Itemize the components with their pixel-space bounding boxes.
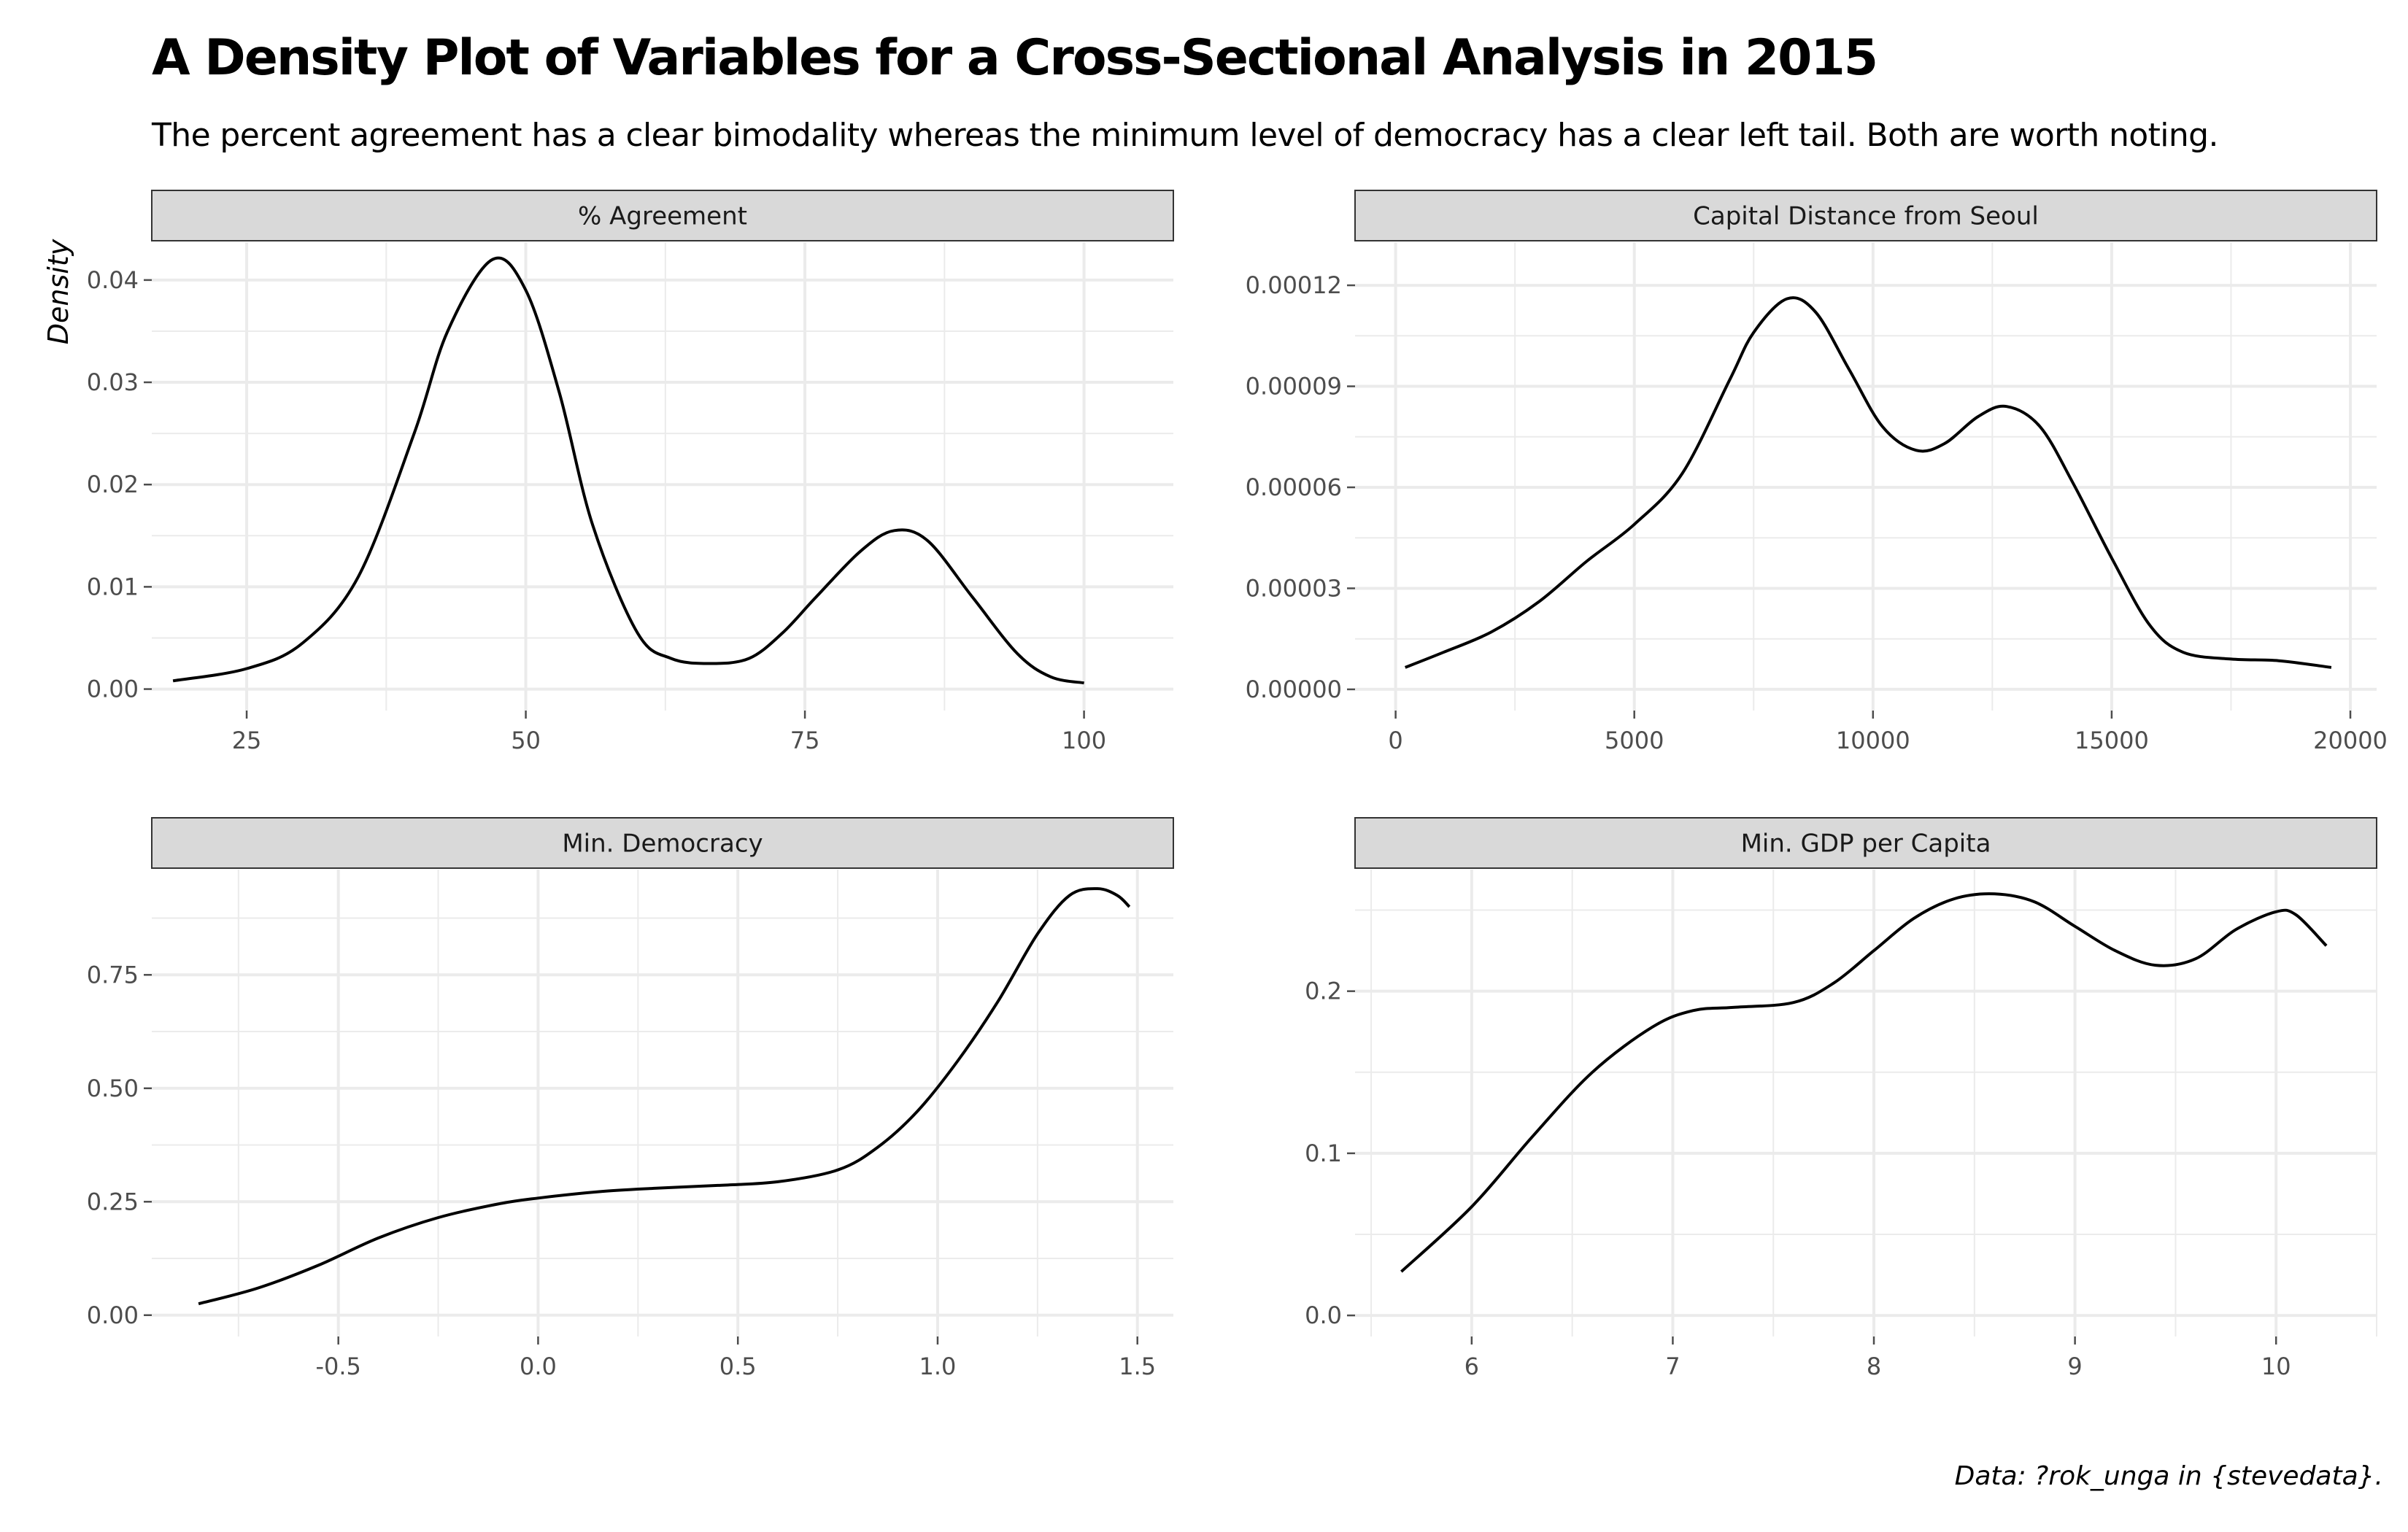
chart-subtitle: The percent agreement has a clear bimoda…	[152, 117, 2218, 154]
facet-strip-label: Capital Distance from Seoul	[1693, 202, 2039, 231]
facet-strip-label: Min. Democracy	[562, 829, 763, 859]
density-curve	[198, 887, 1131, 1306]
y-tick-label: 0.03	[87, 368, 139, 396]
y-tick-label: 0.75	[87, 961, 139, 989]
facet-strip	[151, 190, 1174, 241]
y-tick-label: 0.04	[87, 266, 139, 294]
x-tick-label: 8	[1867, 1353, 1881, 1380]
x-tick-label: 25	[232, 727, 262, 754]
x-tick-label: -0.5	[315, 1353, 360, 1380]
x-tick-label: 0.0	[520, 1353, 557, 1380]
y-tick-label: 0.00012	[1246, 271, 1342, 299]
facet-strip	[1354, 817, 2377, 869]
facet-panel-2: Capital Distance from Seoul 0 5000 10000 150…	[1246, 190, 2388, 754]
y-tick-label: 0.01	[87, 573, 139, 600]
facet-strip-label: % Agreement	[578, 202, 747, 231]
x-tick-label: 1.5	[1119, 1353, 1156, 1380]
x-tick-label: 100	[1062, 727, 1106, 754]
y-tick-label: 0.00	[87, 1301, 139, 1329]
x-tick-label: 0.5	[719, 1353, 757, 1380]
x-tick-label: 9	[2067, 1353, 2082, 1380]
x-tick-label: 20000	[2313, 727, 2388, 754]
facet-strip-label: Min. GDP per Capita	[1741, 829, 1991, 859]
density-curve	[1404, 296, 2332, 669]
x-tick-label: 10	[2261, 1353, 2291, 1380]
y-tick-label: 0.1	[1305, 1140, 1342, 1167]
y-tick-label: 0.25	[87, 1188, 139, 1215]
facet-panel-4: Min. GDP per Capita 6 7 8 9 10 0.0 0.1 0.2	[1305, 817, 2377, 1380]
y-tick-label: 0.00	[87, 676, 139, 703]
density-curve	[1400, 892, 2328, 1273]
x-tick-label: 0	[1388, 727, 1402, 754]
x-tick-label: 75	[790, 727, 820, 754]
x-tick-label: 5000	[1605, 727, 1664, 754]
x-tick-label: 10000	[1836, 727, 1910, 754]
x-tick-label: 50	[511, 727, 541, 754]
facet-panel-3: Min. Democracy -0.5 0.0 0.5 1.0 1.5 0.00 0.25 0.…	[87, 817, 1174, 1380]
y-tick-label: 0.00003	[1246, 574, 1342, 602]
y-tick-label: 0.00009	[1246, 373, 1342, 401]
facet-strip	[151, 817, 1174, 869]
chart-title: A Density Plot of Variables for a Cross-…	[152, 29, 1878, 87]
density-curve	[172, 256, 1084, 685]
x-tick-label: 15000	[2075, 727, 2149, 754]
facet-strip	[1354, 190, 2377, 241]
y-tick-label: 0.50	[87, 1075, 139, 1102]
y-tick-label: 0.00006	[1246, 473, 1342, 501]
y-tick-label: 0.0	[1305, 1301, 1342, 1329]
chart-caption: Data: ?rok_unga in {stevedata}.	[1954, 1461, 2383, 1491]
x-tick-label: 7	[1665, 1353, 1680, 1380]
y-tick-label: 0.2	[1305, 978, 1342, 1005]
x-tick-label: 1.0	[919, 1353, 957, 1380]
facet-panel-1: % Agreement 25 50 75 100 0.00 0.01 0.02 0.03 0.04	[87, 190, 1174, 754]
x-tick-label: 6	[1465, 1353, 1479, 1380]
y-tick-label: 0.02	[87, 471, 139, 498]
y-tick-label: 0.00000	[1246, 676, 1342, 703]
